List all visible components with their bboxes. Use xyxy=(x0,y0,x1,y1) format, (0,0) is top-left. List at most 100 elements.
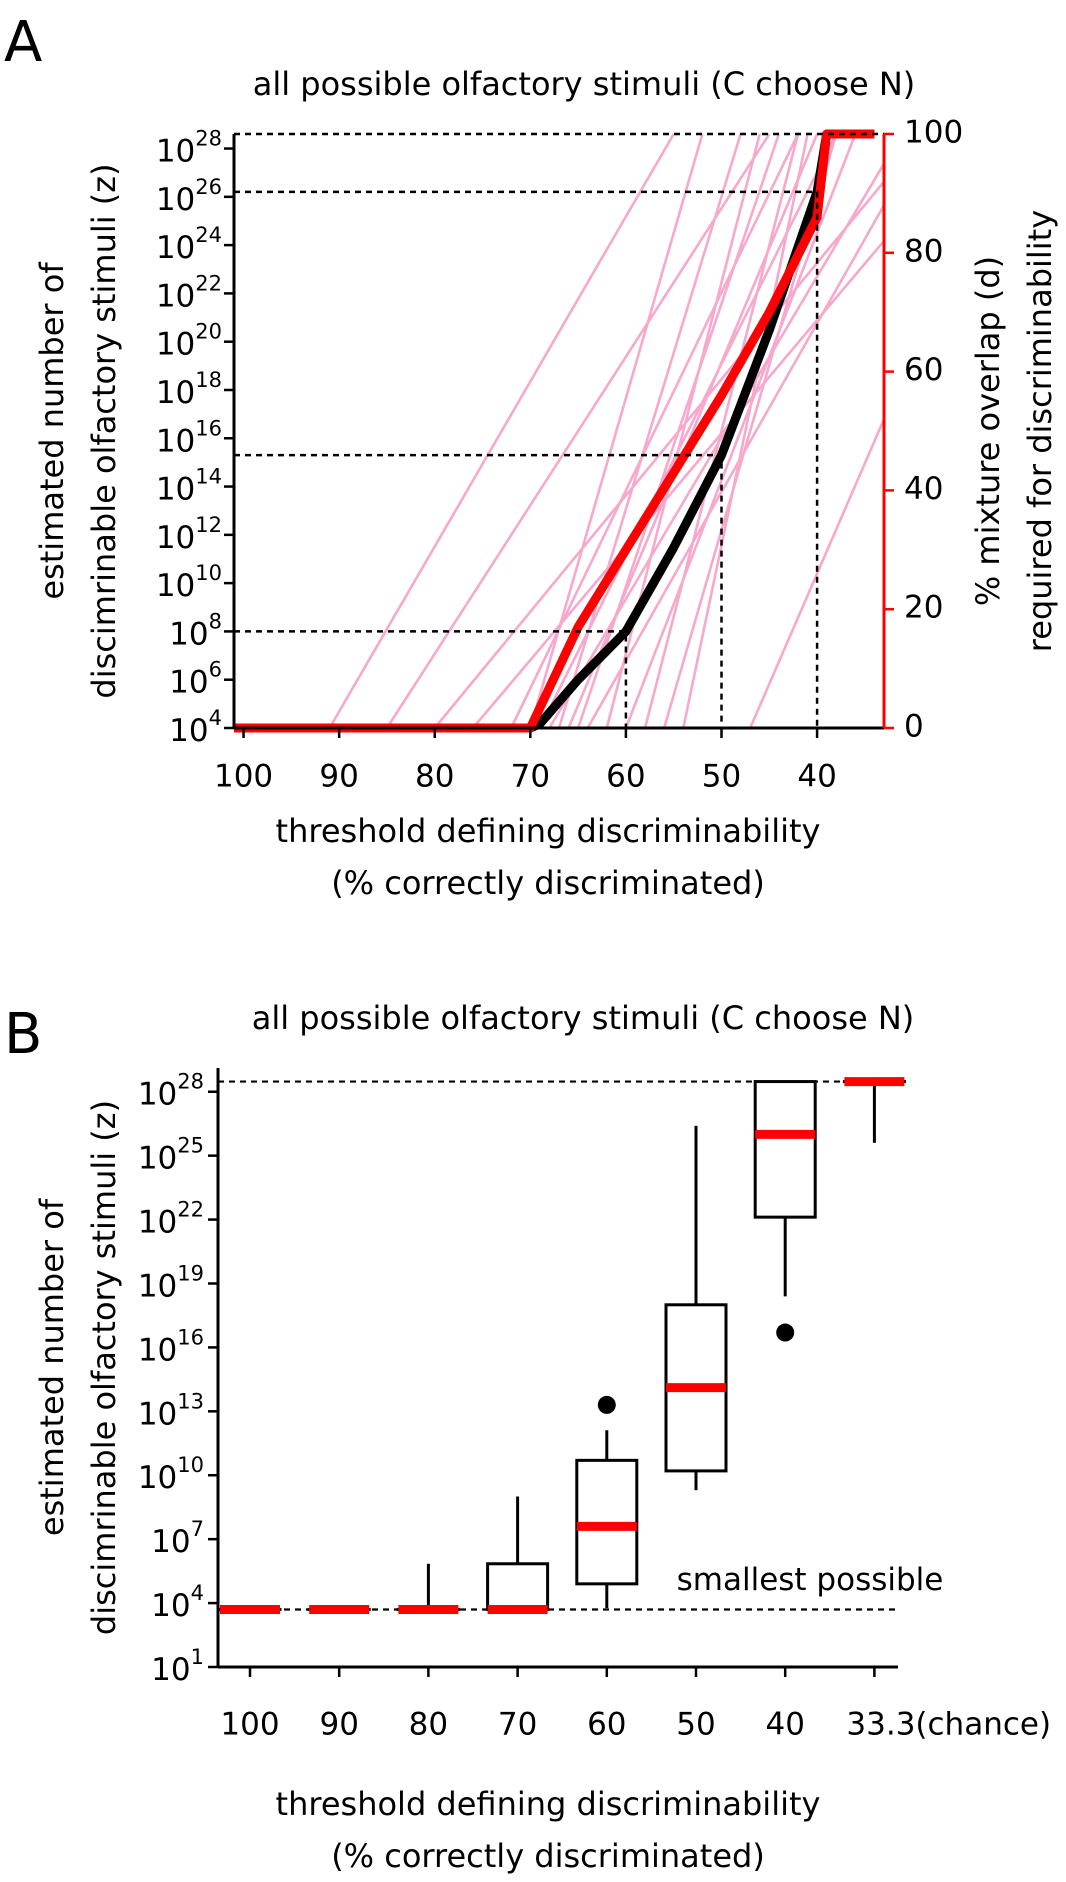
tick-base: 10 xyxy=(169,616,208,652)
y-tick-label: 1025 xyxy=(138,1134,204,1177)
y-tick-label: 107 xyxy=(151,1517,204,1560)
x-tick-label: 33.3(chance) xyxy=(846,1707,1051,1743)
tick-exponent: 22 xyxy=(177,1198,204,1222)
x-tick-label: 80 xyxy=(415,759,454,795)
guide-line xyxy=(234,190,819,728)
box xyxy=(486,1562,550,1611)
outlier xyxy=(597,1395,616,1414)
tick-base: 10 xyxy=(156,374,195,410)
tick-exponent: 24 xyxy=(195,223,222,247)
y-tick-label: 108 xyxy=(169,609,222,652)
tick-base: 10 xyxy=(151,1524,190,1560)
tick-exponent: 10 xyxy=(177,1453,204,1477)
tick-exponent: 26 xyxy=(195,175,222,199)
tick-base: 10 xyxy=(138,1460,177,1496)
tick-exponent: 8 xyxy=(209,609,222,633)
y-tick-label: 1022 xyxy=(156,271,222,314)
tick-base: 10 xyxy=(169,664,208,700)
tick-base: 10 xyxy=(156,278,195,314)
tick-exponent: 20 xyxy=(195,320,222,344)
y-tick-label: 101 xyxy=(151,1645,204,1688)
series-line xyxy=(234,133,742,730)
tick-exponent: 6 xyxy=(209,658,222,682)
tick-base: 10 xyxy=(156,326,195,362)
y-tick-label: 106 xyxy=(169,658,222,701)
box xyxy=(753,1080,817,1219)
y2-tick-label: 60 xyxy=(904,352,943,388)
tick-base: 10 xyxy=(156,181,195,217)
x-axis-label: (% correctly discriminated) xyxy=(331,1837,765,1875)
tick-exponent: 14 xyxy=(195,465,222,489)
tick-exponent: 22 xyxy=(195,271,222,295)
y2-tick-label: 100 xyxy=(904,115,963,151)
y-tick-label: 1016 xyxy=(138,1325,204,1368)
series-line xyxy=(234,133,857,730)
y-tick-label: 1013 xyxy=(138,1389,204,1432)
tick-exponent: 7 xyxy=(191,1517,204,1541)
tick-base: 10 xyxy=(138,1268,177,1304)
y2-tick-label: 40 xyxy=(904,471,943,507)
y-tick-label: 104 xyxy=(151,1581,204,1624)
tick-base: 10 xyxy=(156,423,195,459)
y-axis-label: estimated number of xyxy=(33,1198,71,1536)
tick-base: 10 xyxy=(138,1396,177,1432)
y2-tick-label: 80 xyxy=(904,233,943,269)
x-tick-label: 40 xyxy=(797,759,836,795)
tick-exponent: 28 xyxy=(195,127,222,151)
y-tick-label: 1012 xyxy=(156,513,222,556)
series-line xyxy=(234,133,704,730)
tick-base: 10 xyxy=(156,519,195,555)
tick-exponent: 1 xyxy=(191,1645,204,1669)
tick-base: 10 xyxy=(138,1204,177,1240)
chart-title: all possible olfactory stimuli (C choose… xyxy=(252,999,915,1037)
y-tick-label: 1026 xyxy=(156,175,222,218)
tick-base: 10 xyxy=(169,713,208,749)
tick-exponent: 19 xyxy=(177,1261,204,1285)
tick-base: 10 xyxy=(156,230,195,266)
y-tick-label: 1028 xyxy=(138,1070,204,1113)
outlier xyxy=(776,1323,795,1342)
y-tick-label: 1010 xyxy=(156,561,222,604)
x-axis-label: threshold defining discriminability xyxy=(276,812,821,850)
y-tick-label: 1014 xyxy=(156,465,222,508)
panel-letter: A xyxy=(4,10,42,75)
x-tick-label: 100 xyxy=(214,759,273,795)
y-axis-label: discimrinable olfactory stimuli (z) xyxy=(85,163,123,698)
guide-line xyxy=(234,630,628,728)
y-tick-label: 1018 xyxy=(156,368,222,411)
x-tick-label: 60 xyxy=(587,1707,626,1743)
y2-axis-label: % mixture overlap (d) xyxy=(969,256,1007,606)
tick-exponent: 18 xyxy=(195,368,222,392)
reference-label: smallest possible xyxy=(677,1562,944,1598)
y-tick-label: 1019 xyxy=(138,1261,204,1304)
tick-exponent: 10 xyxy=(195,561,222,585)
tick-base: 10 xyxy=(138,1332,177,1368)
y-tick-label: 1028 xyxy=(156,127,222,170)
tick-base: 10 xyxy=(151,1588,190,1624)
tick-exponent: 16 xyxy=(195,416,222,440)
y2-tick-label: 20 xyxy=(904,590,943,626)
y-axis-label: discimrinable olfactory stimuli (z) xyxy=(85,1100,123,1635)
tick-exponent: 13 xyxy=(177,1389,204,1413)
x-tick-label: 60 xyxy=(606,759,645,795)
series-line xyxy=(234,129,875,733)
x-tick-label: 90 xyxy=(319,759,358,795)
x-tick-label: 70 xyxy=(498,1707,537,1743)
y-tick-label: 1024 xyxy=(156,223,222,265)
y-tick-label: 104 xyxy=(169,706,222,749)
x-tick-label: 50 xyxy=(676,1707,715,1743)
plot-lines xyxy=(234,129,884,733)
x-tick-label: 40 xyxy=(765,1707,804,1743)
tick-base: 10 xyxy=(156,471,195,507)
tick-base: 10 xyxy=(151,1652,190,1688)
y2-tick-label: 0 xyxy=(904,709,924,745)
tick-base: 10 xyxy=(138,1140,177,1176)
chart-title: all possible olfactory stimuli (C choose… xyxy=(253,65,916,103)
panel-letter: B xyxy=(4,1002,42,1067)
y-tick-label: 1020 xyxy=(156,320,222,363)
x-tick-label: 90 xyxy=(319,1707,358,1743)
x-tick-label: 100 xyxy=(220,1707,279,1743)
tick-exponent: 4 xyxy=(209,706,222,730)
tick-base: 10 xyxy=(138,1076,177,1112)
